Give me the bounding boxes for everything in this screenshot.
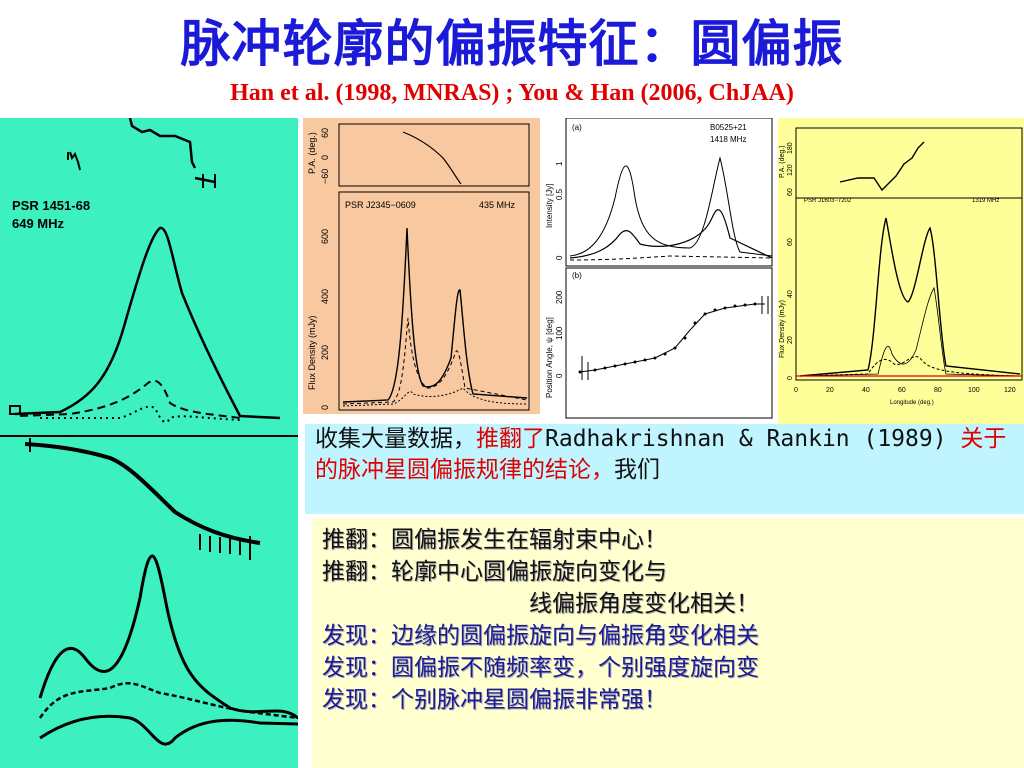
j1603-tick-x-4: 80 bbox=[934, 387, 942, 394]
b0525-tick-top-2: 0 bbox=[555, 255, 564, 260]
j1603-tick-bottom-0: 60 bbox=[787, 238, 794, 246]
j1603-psr-label: PSR J1603−7202 bbox=[804, 198, 852, 204]
caption-part5: 我们 bbox=[614, 457, 660, 483]
j1603-ylabel-bottom: Flux Density (mJy) bbox=[779, 300, 786, 358]
figure-psr1451: PSR 1451-68 649 MHz bbox=[0, 118, 298, 768]
caption-part1: 收集大量数据， bbox=[315, 426, 476, 452]
b0525-ylabel-bottom: Position Angle, ψ [deg] bbox=[545, 317, 554, 398]
b0525-tick-top-0: 1 bbox=[555, 161, 564, 166]
b0525-tick-top-1: 0.5 bbox=[555, 188, 564, 200]
b0525-psr-label: B0525+21 bbox=[710, 123, 747, 132]
j1603-freq-label: 1319 MHz bbox=[972, 198, 999, 204]
finding-item: 推翻：轮廓中心圆偏振旋向变化与 bbox=[322, 559, 667, 585]
j1603-tick-bottom-1: 40 bbox=[787, 290, 794, 298]
j1603-tick-top-2: 60 bbox=[787, 188, 794, 196]
finding-item: 推翻：圆偏振发生在辐射束中心！ bbox=[322, 527, 667, 553]
figure-b0525: (a) (b) B0525+21 1418 MHz Intensity [Jy]… bbox=[540, 118, 778, 428]
j2345-tick-top-0: 60 bbox=[320, 128, 330, 138]
finding-item: 线偏振角度变化相关！ bbox=[529, 591, 759, 617]
j2345-ylabel-top: P.A. (deg.) bbox=[307, 132, 317, 174]
psrj1603-plot: P.A. (deg.) Flux Density (mJy) 180 120 6… bbox=[779, 127, 1023, 406]
j1603-tick-x-5: 100 bbox=[968, 387, 980, 394]
b0525-panel-a: (a) bbox=[572, 123, 582, 132]
j1603-tick-x-0: 0 bbox=[794, 387, 798, 394]
j1603-tick-x-3: 60 bbox=[898, 387, 906, 394]
b0525-freq-label: 1418 MHz bbox=[710, 135, 746, 144]
figure-psrj1603: P.A. (deg.) Flux Density (mJy) 180 120 6… bbox=[778, 118, 1024, 430]
j2345-ylabel-bottom: Flux Density (mJy) bbox=[307, 315, 317, 390]
caption-part4: 关于的脉冲星圆偏振规律的结论， bbox=[315, 426, 1007, 483]
finding-item: 发现：边缘的圆偏振旋向与偏振角变化相关 bbox=[322, 623, 759, 649]
j2345-tick-bottom-3: 0 bbox=[320, 405, 330, 410]
j2345-tick-top-1: 0 bbox=[320, 155, 330, 160]
psr1451-freq: 649 MHz bbox=[12, 216, 65, 231]
j1603-tick-top-0: 180 bbox=[787, 142, 794, 154]
slide-title: 脉冲轮廓的偏振特征：圆偏振 bbox=[180, 14, 844, 73]
psrj2345-plot: P.A. (deg.) Flux Density (mJy) 60 0 −60 … bbox=[307, 123, 530, 411]
b0525-tick-bottom-0: 200 bbox=[555, 290, 564, 304]
j2345-tick-bottom-1: 400 bbox=[320, 289, 330, 304]
j1603-tick-x-1: 20 bbox=[826, 387, 834, 394]
caption-box: 收集大量数据，推翻了Radhakrishnan & Rankin (1989) … bbox=[305, 424, 1024, 514]
b0525-panel-b: (b) bbox=[572, 271, 582, 280]
caption-part3: Radhakrishnan & Rankin (1989) bbox=[545, 426, 961, 452]
j1603-tick-bottom-3: 0 bbox=[787, 376, 794, 380]
caption-part2: 推翻了 bbox=[476, 426, 545, 452]
j2345-tick-bottom-0: 600 bbox=[320, 229, 330, 244]
finding-item: 发现：圆偏振不随频率变，个别强度旋向变 bbox=[322, 655, 759, 681]
b0525-plot: (a) (b) B0525+21 1418 MHz Intensity [Jy]… bbox=[545, 118, 773, 419]
j2345-psr-label: PSR J2345−0609 bbox=[345, 200, 416, 210]
j1603-tick-top-1: 120 bbox=[787, 164, 794, 176]
j1603-tick-x-6: 120 bbox=[1004, 387, 1016, 394]
j1603-tick-bottom-2: 20 bbox=[787, 336, 794, 344]
figure-psrj2345: P.A. (deg.) Flux Density (mJy) 60 0 −60 … bbox=[303, 118, 540, 414]
b0525-ylabel-top: Intensity [Jy] bbox=[545, 184, 554, 228]
b0525-tick-bottom-2: 0 bbox=[555, 373, 564, 378]
j2345-tick-bottom-2: 200 bbox=[320, 345, 330, 360]
psr1451-plot: PSR 1451-68 649 MHz bbox=[0, 118, 298, 746]
finding-item: 发现：个别脉冲星圆偏振非常强！ bbox=[322, 687, 667, 713]
j1603-xlabel: Longitude (deg.) bbox=[890, 400, 934, 406]
caption-text: 收集大量数据，推翻了Radhakrishnan & Rankin (1989) … bbox=[305, 424, 1024, 486]
b0525-tick-bottom-1: 100 bbox=[555, 326, 564, 340]
j1603-tick-x-2: 40 bbox=[862, 387, 870, 394]
j1603-ylabel-top: P.A. (deg.) bbox=[779, 145, 786, 178]
j2345-freq-label: 435 MHz bbox=[479, 200, 516, 210]
j2345-tick-top-2: −60 bbox=[320, 169, 330, 184]
psr1451-name: PSR 1451-68 bbox=[12, 198, 90, 213]
slide-subtitle: Han et al. (1998, MNRAS) ; You & Han (20… bbox=[230, 80, 794, 106]
findings-box: 推翻：圆偏振发生在辐射束中心！ 推翻：轮廓中心圆偏振旋向变化与 线偏振角度变化相… bbox=[312, 518, 1024, 768]
